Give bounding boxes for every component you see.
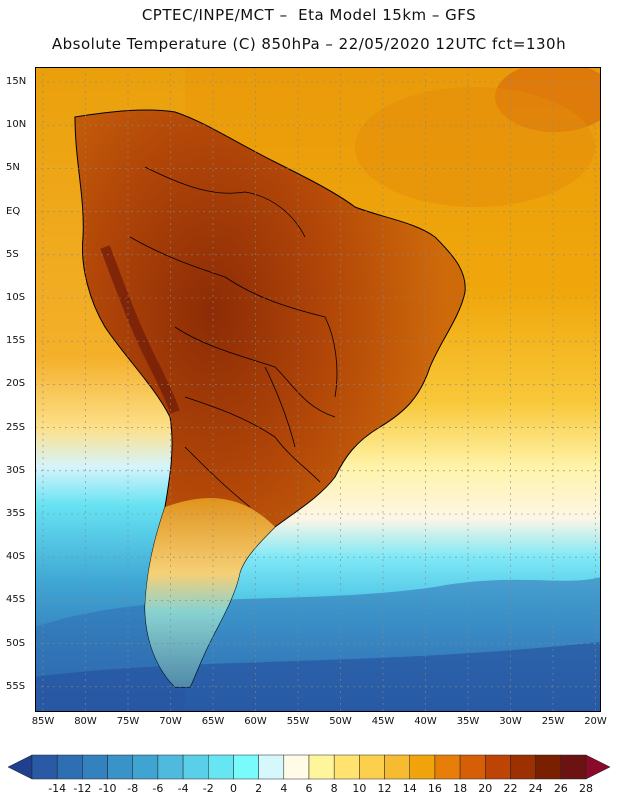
warm-patch-ne-2: [355, 87, 595, 207]
temperature-map: [35, 67, 601, 712]
colorbar-tick-label: 8: [330, 782, 338, 795]
colorbar-tick-label: 26: [553, 782, 568, 795]
colorbar-tick-label: 28: [579, 782, 593, 795]
lat-label: 15N: [6, 76, 27, 87]
andes-hot-streak: [100, 245, 180, 414]
southern-cone-shading: [145, 498, 275, 687]
colorbar-tick-label: -12: [73, 782, 92, 795]
colorbar-high-arrow: [585, 754, 610, 780]
colorbar-tick-label: -10: [98, 782, 117, 795]
title-line-2: Absolute Temperature (C) 850hPa – 22/05/…: [51, 35, 567, 53]
colorbar-tick-label: 10: [352, 782, 367, 795]
colorbar-swatch: [384, 754, 410, 780]
lat-label: 30S: [6, 464, 26, 476]
lat-label: 5S: [6, 248, 19, 260]
lat-label: 55S: [6, 680, 26, 692]
colorbar-low-arrow: [8, 754, 33, 780]
colorbar-tick-label: 0: [229, 782, 237, 795]
colorbar-swatch: [359, 754, 385, 780]
colorbar-tick-label: 4: [280, 782, 288, 795]
lon-label: 45W: [371, 716, 395, 727]
lat-label: 35S: [6, 508, 26, 519]
colorbar-swatch: [535, 754, 562, 780]
colorbar-tick-label: -2: [202, 782, 214, 795]
colorbar-swatch: [132, 754, 159, 780]
colorbar-swatch: [333, 754, 360, 780]
map-border: [35, 67, 601, 712]
lat-label: 20S: [6, 378, 26, 390]
colorbar-swatch: [82, 754, 108, 780]
lon-label: 25W: [541, 716, 565, 727]
lat-label: 25S: [6, 421, 26, 433]
colorbar-tick-label: 20: [478, 782, 493, 795]
lat-label: 45S: [6, 594, 26, 606]
lon-label: 35W: [456, 716, 480, 727]
colorbar-swatch: [409, 754, 436, 780]
colorbar-tick-label: 2: [255, 782, 263, 795]
graticule: [35, 67, 601, 712]
lon-label: 80W: [74, 716, 97, 727]
colorbar-tick-label: 14: [402, 782, 417, 795]
colorbar-swatch: [56, 754, 83, 780]
cold-band-south-deep: [35, 642, 601, 712]
colorbar-tick-label: 22: [503, 782, 518, 795]
lon-label: 60W: [244, 716, 267, 727]
title-line-1: CPTEC/INPE/MCT – Eta Model 15km – GFS: [141, 6, 477, 24]
colorbar-swatch: [31, 754, 58, 780]
colorbar-swatch: [459, 754, 486, 780]
colorbar-swatch: [233, 754, 259, 780]
colorbar-tick-label: -14: [48, 782, 67, 795]
colorbar-tick-label: -6: [152, 782, 164, 795]
lon-label: 70W: [159, 716, 182, 727]
colorbar-swatch: [208, 754, 234, 780]
lat-label: 5N: [6, 162, 20, 174]
colorbar-swatch: [182, 754, 209, 780]
colorbar-swatch: [157, 754, 184, 780]
colorbar-swatch: [485, 754, 511, 780]
colorbar-swatch: [308, 754, 335, 780]
colorbar-tick-label: 12: [377, 782, 392, 795]
lon-label: 20W: [584, 716, 607, 727]
colorbar-swatch: [434, 754, 461, 780]
colorbar: [8, 754, 610, 780]
colorbar-swatch: [107, 754, 133, 780]
colorbar-tick-label: 18: [453, 782, 468, 795]
lon-label: 75W: [116, 716, 140, 727]
colorbar-tick-label: 6: [305, 782, 313, 795]
lat-label: 15S: [6, 335, 26, 347]
colorbar-tick-label: 16: [427, 782, 442, 795]
country-borders: [129, 166, 338, 508]
lon-label: 85W: [31, 716, 55, 727]
lon-label: 40W: [414, 716, 437, 727]
colorbar-tick-label: -8: [127, 782, 139, 795]
colorbar-swatch: [258, 754, 285, 780]
lat-label: 10S: [6, 292, 26, 303]
colorbar-tick-label: 24: [528, 782, 543, 795]
lon-label: 65W: [201, 716, 225, 727]
colorbar-swatch: [283, 754, 310, 780]
colorbar-tick-label: -4: [177, 782, 189, 795]
lon-label: 30W: [499, 716, 522, 727]
lat-label: EQ: [6, 205, 21, 217]
lat-label: 10N: [6, 119, 27, 131]
lon-label: 55W: [286, 716, 310, 727]
lat-label: 50S: [6, 637, 26, 649]
lat-label: 40S: [6, 551, 26, 563]
colorbar-swatch: [510, 754, 536, 780]
lon-label: 50W: [329, 716, 352, 727]
colorbar-swatch: [560, 754, 587, 780]
